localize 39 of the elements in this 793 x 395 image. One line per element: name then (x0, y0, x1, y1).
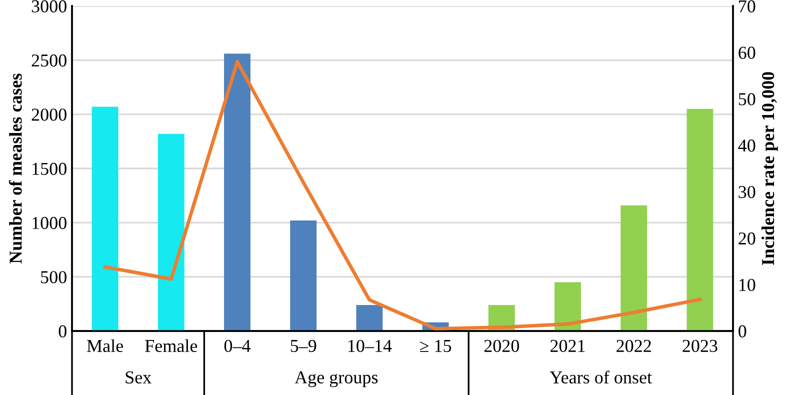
y-tick-label: 3000 (32, 0, 66, 12)
x-tick-label: Male (87, 339, 123, 352)
bar (290, 220, 317, 331)
y2-tick-label: 60 (738, 46, 756, 59)
y2-tick-label: 0 (738, 325, 746, 338)
y-tick-label: 1000 (32, 216, 66, 230)
line-series (103, 60, 702, 330)
x-tick-label: 2023 (682, 340, 718, 352)
bar (224, 54, 250, 331)
x-tick-label: 5–9 (290, 340, 316, 352)
y-tick-label: 500 (41, 271, 66, 284)
y2-tick-label: 40 (738, 140, 756, 152)
x-tick-label: Female (145, 339, 198, 352)
bar (620, 205, 648, 331)
x-tick-label: 2022 (616, 340, 651, 352)
y-axis-title: Number of measles cases (8, 74, 22, 264)
y-tick-label: 2000 (32, 108, 66, 121)
y2-tick-label: 20 (738, 232, 756, 245)
text: Years of onset (550, 370, 652, 384)
x-tick-label: 0–4 (224, 340, 251, 352)
x-tick-label: 10–14 (348, 340, 392, 352)
bar (356, 305, 383, 331)
x-tick-label: ≥ 15 (420, 340, 452, 352)
bar (686, 108, 714, 331)
x-tick-label: 2020 (484, 340, 520, 352)
bar (92, 106, 118, 331)
y2-tick-label: 50 (738, 93, 756, 106)
y-tick-label: 1500 (32, 162, 66, 175)
y2-tick-label: 10 (739, 278, 756, 292)
bar (158, 134, 184, 331)
text: Sex (126, 371, 152, 384)
bar (554, 282, 581, 331)
y-tick-label: 0 (58, 325, 66, 338)
y2-tick-label: 70 (739, 0, 756, 12)
text: Age groups (294, 371, 378, 388)
x-tick-label: 2021 (550, 340, 585, 352)
y-tick-label: 2500 (32, 54, 66, 67)
y2-tick-label: 30 (738, 186, 756, 198)
y2-axis-title: Incidence rate per 10,000 (761, 72, 778, 266)
